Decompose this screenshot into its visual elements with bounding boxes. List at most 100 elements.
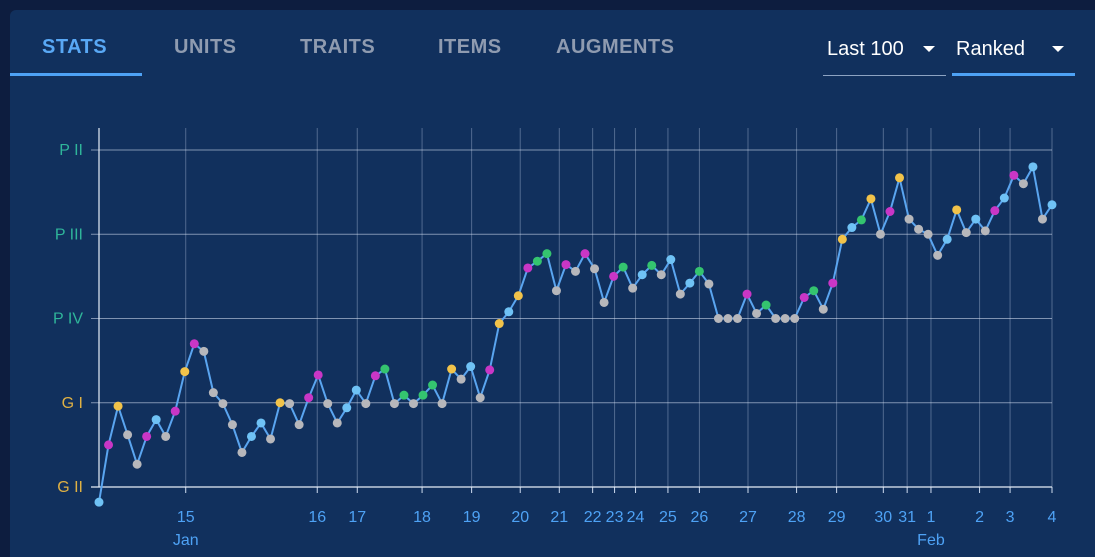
game-point bbox=[914, 224, 924, 234]
y-tick-label: P III bbox=[55, 226, 83, 243]
x-tick-label: 26 bbox=[690, 509, 708, 526]
game-point bbox=[275, 398, 285, 408]
x-tick-label: 22 bbox=[584, 509, 602, 526]
game-point bbox=[980, 226, 990, 236]
game-point bbox=[542, 249, 552, 259]
game-point bbox=[685, 278, 695, 288]
x-tick-label: 1 bbox=[927, 509, 936, 526]
game-point bbox=[571, 266, 580, 276]
tab-bar: STATS UNITS TRAITS ITEMS AUGMENTS bbox=[10, 10, 810, 78]
tab-stats[interactable]: STATS bbox=[42, 36, 108, 58]
game-point bbox=[923, 229, 933, 239]
match-count-underline bbox=[823, 75, 946, 76]
x-tick-label: 15 bbox=[177, 509, 195, 526]
game-point bbox=[408, 399, 418, 409]
game-point bbox=[218, 399, 228, 409]
game-point bbox=[1047, 200, 1057, 210]
game-point bbox=[694, 266, 704, 276]
x-tick-label: 29 bbox=[828, 509, 846, 526]
game-point bbox=[628, 283, 638, 293]
game-point bbox=[370, 371, 380, 381]
game-point bbox=[342, 403, 352, 413]
game-point bbox=[189, 339, 199, 349]
game-point bbox=[599, 297, 609, 307]
x-tick-label: 16 bbox=[308, 509, 326, 526]
game-point bbox=[199, 346, 209, 356]
tab-augments[interactable]: AUGMENTS bbox=[556, 36, 675, 58]
game-point bbox=[742, 289, 752, 299]
y-tick-label: P II bbox=[59, 142, 83, 159]
game-point bbox=[704, 279, 714, 289]
y-tick-label: G II bbox=[57, 479, 83, 496]
game-point bbox=[1009, 170, 1019, 180]
y-tick-label: G I bbox=[62, 395, 83, 412]
game-point bbox=[647, 260, 657, 270]
game-point bbox=[866, 194, 876, 204]
game-point bbox=[523, 263, 533, 273]
x-tick-label: 24 bbox=[627, 509, 645, 526]
x-tick-label: 30 bbox=[874, 509, 892, 526]
game-point bbox=[323, 399, 333, 409]
x-tick-label: 27 bbox=[739, 509, 757, 526]
tab-units[interactable]: UNITS bbox=[174, 36, 237, 58]
game-point bbox=[389, 399, 399, 409]
game-point bbox=[380, 364, 390, 374]
game-point bbox=[246, 431, 256, 441]
game-point bbox=[837, 234, 847, 244]
x-tick-label: 4 bbox=[1048, 509, 1057, 526]
game-point bbox=[294, 420, 304, 430]
game-point bbox=[761, 300, 771, 310]
x-tick-label: 31 bbox=[898, 509, 916, 526]
game-point bbox=[561, 260, 571, 270]
game-point bbox=[418, 390, 428, 400]
game-point bbox=[656, 270, 666, 280]
game-point bbox=[733, 314, 743, 323]
game-point bbox=[466, 362, 476, 372]
tab-items[interactable]: ITEMS bbox=[438, 36, 502, 58]
game-point bbox=[1028, 162, 1038, 172]
game-point bbox=[361, 399, 371, 409]
game-point bbox=[885, 207, 895, 217]
game-point bbox=[752, 308, 762, 318]
game-point bbox=[285, 399, 295, 409]
game-point bbox=[780, 314, 790, 323]
game-point bbox=[637, 270, 647, 280]
x-tick-sublabel: Feb bbox=[917, 532, 945, 549]
game-point bbox=[990, 206, 1000, 216]
x-tick-label: 2 bbox=[975, 509, 984, 526]
game-point bbox=[494, 319, 504, 329]
match-count-value: Last 100 bbox=[827, 38, 904, 60]
tab-traits[interactable]: TRAITS bbox=[300, 36, 376, 58]
game-point bbox=[504, 307, 514, 317]
game-point bbox=[132, 459, 142, 469]
game-point bbox=[351, 385, 361, 395]
game-point bbox=[551, 286, 561, 296]
x-tick-label: 17 bbox=[348, 509, 366, 526]
match-count-select[interactable]: Last 100 bbox=[823, 36, 946, 76]
game-point bbox=[590, 264, 600, 274]
game-point bbox=[475, 393, 485, 403]
game-point bbox=[818, 304, 828, 314]
queue-select[interactable]: Ranked bbox=[952, 36, 1075, 76]
x-tick-label: 23 bbox=[606, 509, 624, 526]
chevron-down-icon bbox=[923, 46, 935, 52]
game-point bbox=[1018, 179, 1028, 189]
game-point bbox=[580, 249, 590, 259]
y-tick-label: P IV bbox=[53, 311, 83, 328]
game-point bbox=[313, 370, 323, 380]
game-point bbox=[723, 314, 733, 323]
active-tab-indicator bbox=[10, 73, 142, 76]
stats-panel: STATS UNITS TRAITS ITEMS AUGMENTS Last 1… bbox=[10, 10, 1095, 557]
game-point bbox=[123, 430, 133, 440]
game-point bbox=[113, 401, 123, 411]
game-point bbox=[847, 223, 857, 233]
game-point bbox=[828, 278, 838, 288]
game-point bbox=[485, 365, 495, 375]
game-point bbox=[304, 393, 314, 403]
x-tick-sublabel: Jan bbox=[173, 532, 199, 549]
game-point bbox=[933, 250, 943, 260]
game-point bbox=[675, 289, 685, 299]
game-point bbox=[94, 497, 104, 507]
game-point bbox=[170, 406, 180, 416]
